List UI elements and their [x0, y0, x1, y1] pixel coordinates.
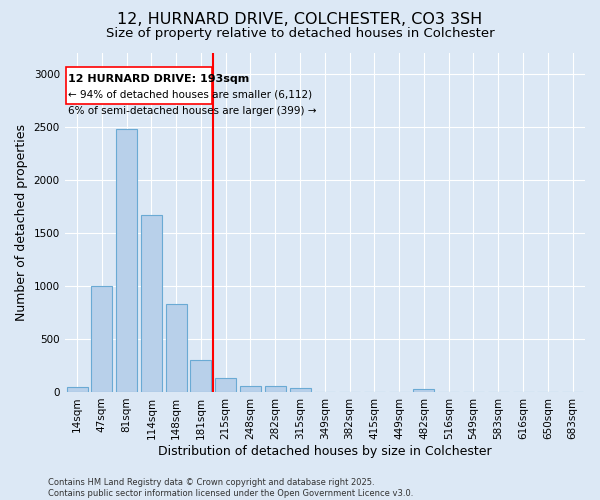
Bar [141, 215, 162, 392]
Bar [413, 389, 434, 392]
Y-axis label: Number of detached properties: Number of detached properties [15, 124, 28, 320]
Bar [290, 388, 311, 392]
Bar [67, 386, 88, 392]
Bar [116, 129, 137, 392]
Bar [166, 304, 187, 392]
Bar [240, 386, 261, 392]
Bar [66, 68, 212, 104]
Bar [190, 360, 211, 392]
Text: 12, HURNARD DRIVE, COLCHESTER, CO3 3SH: 12, HURNARD DRIVE, COLCHESTER, CO3 3SH [118, 12, 482, 28]
Bar [91, 286, 112, 392]
Bar [265, 386, 286, 392]
Text: Size of property relative to detached houses in Colchester: Size of property relative to detached ho… [106, 28, 494, 40]
Text: Contains HM Land Registry data © Crown copyright and database right 2025.
Contai: Contains HM Land Registry data © Crown c… [48, 478, 413, 498]
Bar [215, 378, 236, 392]
Text: 12 HURNARD DRIVE: 193sqm: 12 HURNARD DRIVE: 193sqm [68, 74, 250, 84]
Text: ← 94% of detached houses are smaller (6,112): ← 94% of detached houses are smaller (6,… [68, 90, 313, 100]
Text: 6% of semi-detached houses are larger (399) →: 6% of semi-detached houses are larger (3… [68, 106, 317, 116]
X-axis label: Distribution of detached houses by size in Colchester: Distribution of detached houses by size … [158, 444, 491, 458]
